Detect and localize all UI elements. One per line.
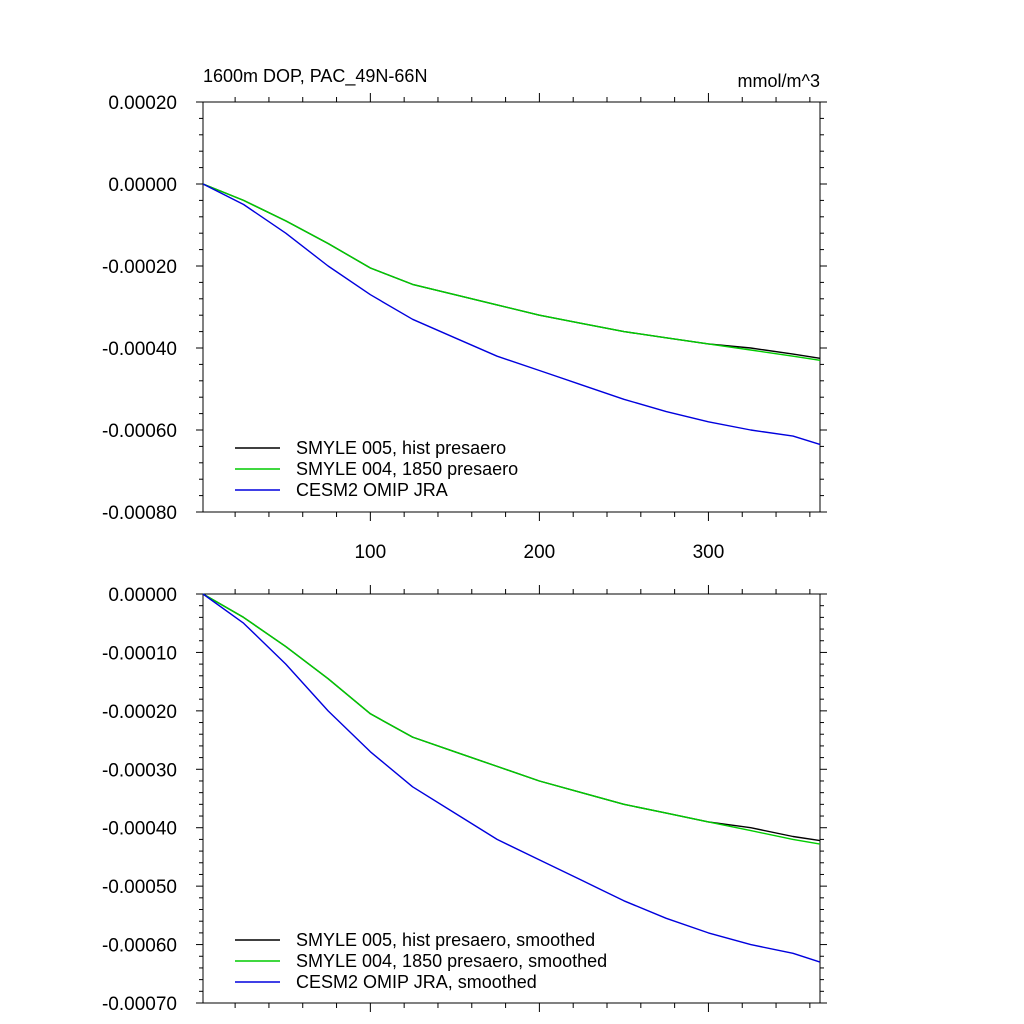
legend-label-2: SMYLE 004, 1850 presaero xyxy=(296,459,518,479)
y-tick-label: -0.00050 xyxy=(102,877,177,898)
series-line-2 xyxy=(202,183,821,361)
series-line-3 xyxy=(202,183,821,446)
y-tick-label: -0.00060 xyxy=(102,421,177,442)
x-tick-label: 200 xyxy=(524,542,556,563)
y-tick-label: 0.00000 xyxy=(108,585,177,606)
series-line-2 xyxy=(202,593,821,845)
y-tick-label: -0.00040 xyxy=(102,819,177,840)
series-line-1 xyxy=(202,593,821,842)
y-tick-label: -0.00030 xyxy=(102,760,177,781)
y-tick-label: -0.00060 xyxy=(102,936,177,957)
panel-smoothed: 0.00000 -0.00010 -0.00020 -0.00030 -0.00040 -… xyxy=(102,585,827,1015)
y-tick-label: -0.00020 xyxy=(102,702,177,723)
panel-raw: 0.00020 0.00000 -0.00020 -0.00040 -0.00060 -0… xyxy=(102,93,827,563)
legend-label-3: CESM2 OMIP JRA, smoothed xyxy=(296,972,537,992)
legend-label-1: SMYLE 005, hist presaero xyxy=(296,438,506,458)
units-label: mmol/m^3 xyxy=(738,71,820,91)
legend-label-1: SMYLE 005, hist presaero, smoothed xyxy=(296,930,595,950)
y-tick-label: -0.00080 xyxy=(102,503,177,524)
y-tick-label: -0.00010 xyxy=(102,643,177,664)
y-tick-label: -0.00040 xyxy=(102,339,177,360)
chart-title: 1600m DOP, PAC_49N-66N xyxy=(203,66,427,87)
series-line-3 xyxy=(202,593,821,963)
plot-frame xyxy=(202,101,821,513)
x-tick-label: 300 xyxy=(693,542,725,563)
y-tick-label: -0.00070 xyxy=(102,994,177,1015)
series-line-1 xyxy=(202,183,821,359)
plot-frame xyxy=(202,593,821,1004)
y-tick-label: 0.00000 xyxy=(108,175,177,196)
x-tick-label: 100 xyxy=(354,542,386,563)
y-tick-label: -0.00020 xyxy=(102,257,177,278)
y-tick-label: 0.00020 xyxy=(108,93,177,114)
legend-label-2: SMYLE 004, 1850 presaero, smoothed xyxy=(296,951,607,971)
legend-label-3: CESM2 OMIP JRA xyxy=(296,480,448,500)
